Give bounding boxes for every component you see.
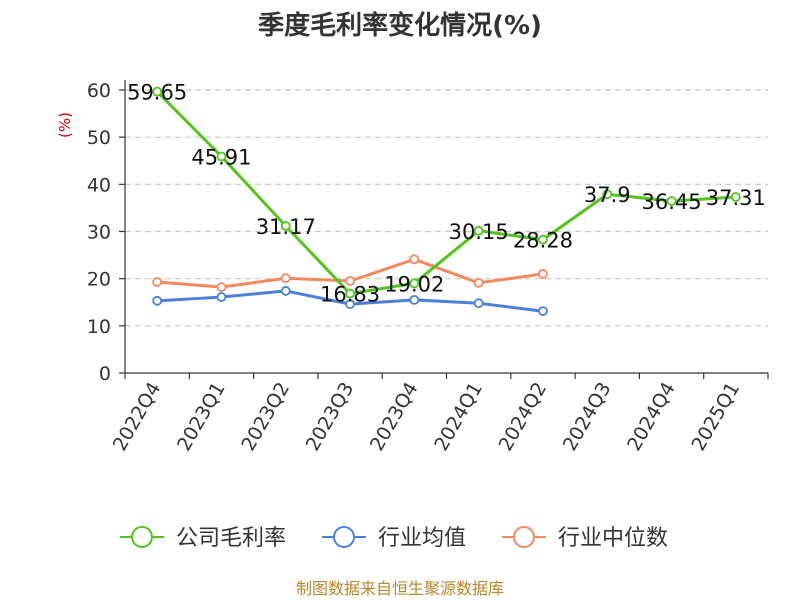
point-s1-2024q2 [538,306,548,317]
y-tick-label-40: 40 [87,174,111,196]
y-axis-label: (%) [56,112,74,138]
point-s0-2025q1 [730,192,741,202]
x-tick-label-2025q1: 2025Q1 [687,379,744,455]
point-s0-2024q1 [473,225,484,236]
data-label-2023q1: 45.91 [191,145,251,169]
source-note: 制图数据来自恒生聚源数据库 [296,579,504,598]
x-tick-label-2024q4: 2024Q4 [623,379,680,455]
x-tick-label-2022q4: 2022Q4 [109,379,166,455]
legend-item-0[interactable]: 公司毛利率 [120,526,286,551]
point-s0-2023q1 [216,151,227,162]
data-label-2024q3: 37.9 [584,183,631,207]
point-s1-2023q1 [216,292,227,302]
series-line-0 [156,90,736,296]
point-s1-2023q2 [280,286,291,296]
x-tick-label-2024q3: 2024Q3 [559,379,616,455]
legend-label-2: 行业中位数 [558,526,668,551]
x-tick-label-2023q2: 2023Q2 [237,379,294,455]
point-s2-2023q3 [345,276,355,286]
point-s2-2023q1 [216,282,227,293]
x-tick-label-2024q2: 2024Q2 [495,379,552,455]
legend-marker-2 [513,526,535,548]
point-s0-2023q2 [280,221,291,231]
legend-label-1: 行业均值 [378,526,466,551]
legend-label-0: 公司毛利率 [176,526,286,551]
legend-marker-1 [333,526,355,548]
point-s2-2022q4 [152,277,163,287]
data-labels: 59.65 45.91 31.17 16.83 19.02 30.15 28.28 37.9 3… [127,81,766,307]
x-tick-label-2023q1: 2023Q1 [173,379,230,455]
data-label-2024q1: 30.15 [449,220,509,244]
data-label-2024q2: 28.28 [513,229,573,253]
legend-item-2[interactable]: 行业中位数 [502,526,668,551]
chart-title: 季度毛利率变化情况(%) [258,10,542,41]
point-s1-2023q4 [409,294,420,305]
point-s0-2024q2 [538,234,548,245]
point-s2-2023q2 [280,273,291,284]
legend-item-1[interactable]: 行业均值 [322,526,466,551]
legend[interactable]: 公司毛利率 行业均值 行业中位数 [120,526,668,551]
point-s0-2023q4 [409,278,420,289]
y-tick-label-0: 0 [99,363,111,385]
y-tick-label-30: 30 [87,222,111,244]
point-s2-2024q2 [538,269,548,279]
point-s0-2024q3 [602,189,613,200]
x-tick-label-2024q1: 2024Q1 [430,379,487,455]
data-label-2025q1: 37.31 [706,186,766,210]
point-s2-2023q4 [409,254,420,265]
grid-lines [125,89,768,327]
point-s2-2024q1 [473,278,484,288]
legend-marker-0 [131,526,153,548]
point-s0-2024q4 [666,196,677,206]
data-label-2023q3: 16.83 [320,283,380,307]
point-s1-2022q4 [152,295,163,306]
x-tick-label-2023q3: 2023Q3 [302,379,359,455]
data-label-2024q4: 36.45 [641,190,701,214]
point-s1-2024q1 [473,298,484,309]
point-s0-2022q4 [152,86,163,97]
data-label-2023q2: 31.17 [256,215,316,239]
y-tick-label-60: 60 [87,80,111,102]
y-tick-label-50: 50 [87,127,111,149]
series-lines [152,86,741,317]
point-s1-2023q3 [345,299,355,310]
y-tick-label-10: 10 [87,316,111,338]
data-label-2023q4: 19.02 [384,272,444,296]
x-tick-label-2023q4: 2023Q4 [366,379,423,455]
point-s0-2023q3 [345,288,355,299]
y-tick-label-20: 20 [87,269,111,291]
data-label-2022q4: 59.65 [127,81,187,105]
